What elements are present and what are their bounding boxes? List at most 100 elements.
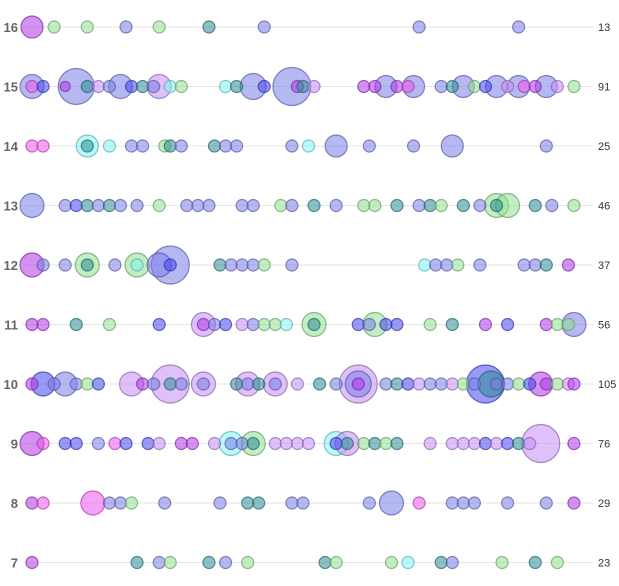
bubble-point[interactable] <box>80 139 94 153</box>
bubble-point[interactable] <box>445 377 459 391</box>
bubble-point[interactable] <box>467 377 481 391</box>
bubble-point[interactable] <box>36 139 50 153</box>
bubble-point[interactable] <box>390 317 404 332</box>
bubble-point[interactable] <box>19 192 45 219</box>
bubble-point[interactable] <box>20 15 44 39</box>
bubble-point[interactable] <box>351 317 365 332</box>
bubble-point[interactable] <box>567 198 581 213</box>
bubble-point[interactable] <box>252 377 266 391</box>
bubble-point[interactable] <box>158 496 172 510</box>
bubble-point[interactable] <box>550 317 564 332</box>
bubble-point[interactable] <box>489 377 504 391</box>
bubble-point[interactable] <box>224 436 238 451</box>
bubble-point[interactable] <box>368 198 382 213</box>
bubble-point[interactable] <box>478 317 493 332</box>
bubble-point[interactable] <box>279 436 293 451</box>
bubble-point[interactable] <box>329 555 343 570</box>
bubble-point[interactable] <box>36 79 50 94</box>
bubble-point[interactable] <box>456 377 470 391</box>
bubble-point[interactable] <box>185 436 199 451</box>
bubble-point[interactable] <box>136 377 150 391</box>
bubble-point[interactable] <box>290 436 305 451</box>
bubble-point[interactable] <box>257 79 271 94</box>
bubble-point[interactable] <box>550 79 564 94</box>
bubble-point[interactable] <box>119 436 133 451</box>
bubble-point[interactable] <box>180 198 194 213</box>
bubble-point[interactable] <box>368 436 382 451</box>
bubble-point[interactable] <box>285 496 299 510</box>
bubble-point[interactable] <box>163 258 177 272</box>
bubble-point[interactable] <box>512 377 526 391</box>
bubble-point[interactable] <box>91 377 105 391</box>
bubble-point[interactable] <box>495 555 509 570</box>
bubble-point[interactable] <box>124 79 139 94</box>
bubble-point[interactable] <box>207 317 222 332</box>
bubble-point[interactable] <box>202 555 216 570</box>
bubble-point[interactable] <box>561 317 576 332</box>
bubble-point[interactable] <box>230 79 244 94</box>
bubble-point[interactable] <box>246 198 260 213</box>
bubble-point[interactable] <box>539 377 553 391</box>
bubble-point[interactable] <box>279 317 293 332</box>
bubble-point[interactable] <box>80 198 94 213</box>
bubble-point[interactable] <box>440 134 464 158</box>
bubble-point[interactable] <box>257 20 271 34</box>
bubble-point[interactable] <box>362 139 376 153</box>
bubble-point[interactable] <box>224 258 238 272</box>
bubble-point[interactable] <box>163 377 177 391</box>
bubble-point[interactable] <box>467 79 481 94</box>
bubble-point[interactable] <box>285 198 299 213</box>
bubble-point[interactable] <box>69 317 83 332</box>
bubble-point[interactable] <box>163 79 177 94</box>
bubble-point[interactable] <box>434 79 448 94</box>
bubble-point[interactable] <box>91 198 105 213</box>
bubble-point[interactable] <box>69 198 83 213</box>
bubble-point[interactable] <box>412 377 426 391</box>
bubble-point[interactable] <box>136 79 150 94</box>
bubble-point[interactable] <box>80 20 94 34</box>
bubble-point[interactable] <box>296 79 310 94</box>
bubble-point[interactable] <box>567 496 581 510</box>
bubble-point[interactable] <box>25 79 39 94</box>
bubble-point[interactable] <box>357 436 371 451</box>
bubble-point[interactable] <box>268 317 282 332</box>
bubble-point[interactable] <box>478 79 493 94</box>
bubble-point[interactable] <box>196 377 211 391</box>
bubble-point[interactable] <box>390 79 404 94</box>
bubble-point[interactable] <box>25 377 39 391</box>
bubble-point[interactable] <box>213 496 227 510</box>
bubble-point[interactable] <box>390 436 404 451</box>
bubble-point[interactable] <box>113 496 128 510</box>
bubble-point[interactable] <box>301 436 316 451</box>
bubble-point[interactable] <box>539 317 553 332</box>
bubble-point[interactable] <box>318 555 332 570</box>
bubble-point[interactable] <box>80 377 94 391</box>
bubble-point[interactable] <box>25 317 39 332</box>
bubble-point[interactable] <box>523 436 537 451</box>
bubble-point[interactable] <box>489 436 504 451</box>
bubble-point[interactable] <box>58 258 72 272</box>
bubble-point[interactable] <box>456 198 470 213</box>
bubble-point[interactable] <box>230 377 244 391</box>
bubble-point[interactable] <box>174 377 188 391</box>
bubble-point[interactable] <box>163 555 177 570</box>
bubble-point[interactable] <box>412 20 426 34</box>
bubble-point[interactable] <box>285 139 299 153</box>
bubble-point[interactable] <box>467 496 481 510</box>
bubble-point[interactable] <box>36 496 50 510</box>
bubble-point[interactable] <box>523 377 537 391</box>
bubble-point[interactable] <box>412 198 426 213</box>
bubble-point[interactable] <box>102 198 117 213</box>
bubble-point[interactable] <box>141 436 155 451</box>
bubble-point[interactable] <box>174 79 188 94</box>
bubble-point[interactable] <box>218 555 233 570</box>
bubble-point[interactable] <box>152 555 166 570</box>
bubble-point[interactable] <box>257 317 271 332</box>
bubble-point[interactable] <box>539 258 553 272</box>
bubble-point[interactable] <box>25 496 39 510</box>
bubble-point[interactable] <box>478 436 493 451</box>
bubble-point[interactable] <box>434 555 448 570</box>
bubble-point[interactable] <box>119 20 133 34</box>
bubble-point[interactable] <box>102 139 117 153</box>
bubble-point[interactable] <box>390 198 404 213</box>
